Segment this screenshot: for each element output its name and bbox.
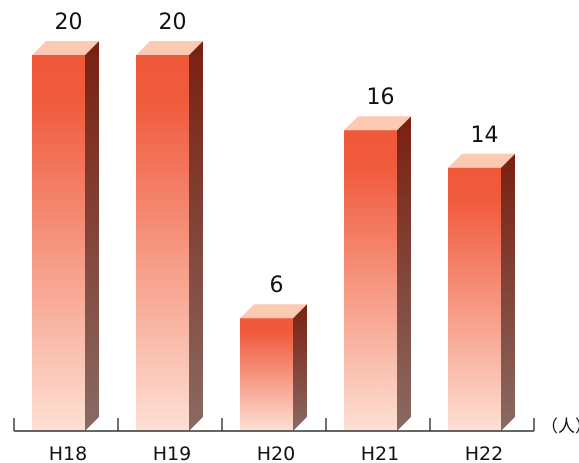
bar-H21: [344, 116, 411, 431]
bar-front-H21: [344, 130, 397, 431]
value-label-H20: 6: [270, 273, 284, 298]
bar-H20: [240, 304, 307, 431]
tick-label-H22: H22: [465, 443, 503, 463]
x-axis: [13, 418, 535, 432]
value-label-H22: 14: [471, 123, 499, 148]
bar-front-H18: [32, 55, 85, 431]
value-label-H18: 20: [55, 10, 83, 35]
bar-H19: [136, 41, 203, 431]
tick-label-H20: H20: [257, 443, 295, 463]
bar-H18: [32, 41, 99, 431]
bar-side-H20: [293, 304, 307, 431]
bar-front-H22: [448, 167, 501, 432]
bar-side-H21: [397, 116, 411, 431]
bar-top-H22: [448, 153, 515, 168]
bar-front-H20: [240, 318, 293, 431]
bar-side-H22: [501, 153, 515, 432]
bar-front-H19: [136, 55, 189, 431]
bar-top-H21: [344, 116, 411, 131]
bar-side-H19: [189, 41, 203, 431]
labels-layer: 20 H18 20 H19 6 H20 16 H21 14 H22 （人）: [49, 10, 579, 463]
bars-layer: [32, 41, 515, 432]
bar-H22: [448, 153, 515, 432]
tick-label-H19: H19: [153, 443, 191, 463]
value-label-H19: 20: [159, 10, 187, 35]
bar-side-H18: [85, 41, 99, 431]
value-label-H21: 16: [367, 85, 395, 110]
bar-top-H19: [136, 41, 203, 55]
unit-label: （人）: [541, 417, 579, 437]
bar-top-H20: [240, 304, 307, 319]
tick-label-H21: H21: [361, 443, 399, 463]
tick-label-H18: H18: [49, 443, 87, 463]
bar-top-H18: [32, 41, 99, 55]
